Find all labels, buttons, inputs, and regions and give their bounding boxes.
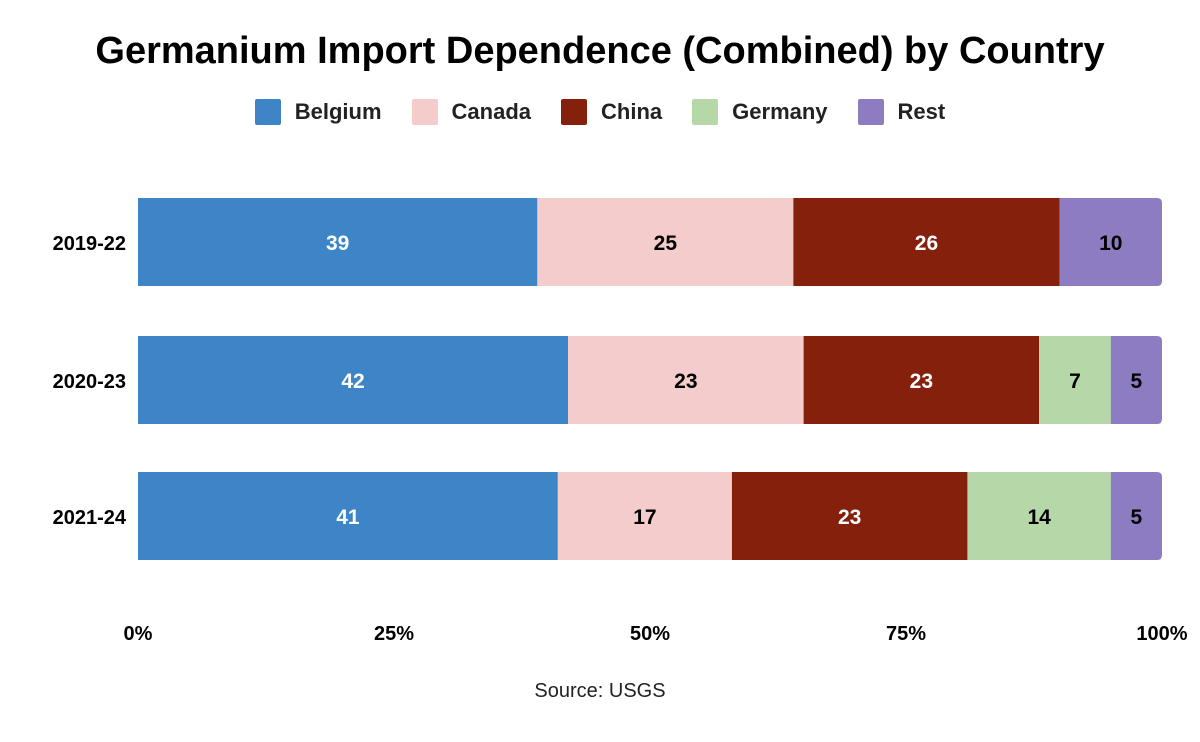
legend-item-china: China bbox=[561, 99, 662, 125]
data-label: 14 bbox=[1027, 506, 1051, 529]
chart-title: Germanium Import Dependence (Combined) b… bbox=[95, 30, 1105, 72]
legend-item-belgium: Belgium bbox=[254, 99, 382, 125]
data-label: 10 bbox=[1099, 232, 1122, 255]
bar-segment-belgium bbox=[138, 336, 569, 424]
data-label: 23 bbox=[674, 370, 697, 393]
legend-swatch bbox=[857, 99, 884, 125]
legend-label: China bbox=[601, 99, 663, 124]
legend-label: Canada bbox=[451, 99, 532, 124]
bar-segment-rest bbox=[1110, 336, 1162, 424]
y-tick-label: 2020-23 bbox=[53, 371, 126, 393]
x-tick-label: 0% bbox=[124, 623, 153, 645]
bar-segment-rest bbox=[1059, 198, 1162, 286]
bar-segment-canada bbox=[557, 472, 732, 560]
x-tick-label: 100% bbox=[1136, 623, 1187, 645]
data-label: 26 bbox=[915, 232, 938, 255]
bar-segment-china bbox=[731, 472, 968, 560]
x-tick-label: 50% bbox=[630, 623, 670, 645]
bar-segment-belgium bbox=[138, 472, 558, 560]
bar-segment-china bbox=[793, 198, 1060, 286]
legend-swatch bbox=[254, 99, 281, 125]
bar-segment-germany bbox=[1039, 336, 1111, 424]
legend-item-rest: Rest bbox=[857, 99, 946, 125]
legend-swatch bbox=[692, 99, 719, 125]
data-label: 42 bbox=[341, 370, 364, 393]
bar-segment-china bbox=[803, 336, 1040, 424]
y-tick-label: 2021-24 bbox=[53, 507, 127, 529]
x-tick-label: 75% bbox=[886, 623, 926, 645]
bar-segment-canada bbox=[568, 336, 804, 424]
data-label: 17 bbox=[633, 506, 656, 529]
bar-segment-germany bbox=[967, 472, 1111, 560]
legend-label: Germany bbox=[732, 99, 828, 124]
legend-swatch bbox=[561, 99, 588, 125]
legend-label: Rest bbox=[897, 99, 946, 124]
data-label: 39 bbox=[326, 232, 349, 255]
data-label: 23 bbox=[838, 506, 861, 529]
legend-swatch bbox=[411, 99, 438, 125]
bar-segment-belgium bbox=[138, 198, 538, 286]
bar-segment-rest bbox=[1110, 472, 1162, 560]
data-label: 23 bbox=[910, 370, 933, 393]
data-label: 5 bbox=[1131, 370, 1143, 393]
legend-item-canada: Canada bbox=[411, 99, 532, 125]
legend: Belgium Canada China Germany Rest bbox=[0, 99, 1200, 125]
data-label: 7 bbox=[1069, 370, 1081, 393]
legend-item-germany: Germany bbox=[692, 99, 828, 125]
bar-segment-canada bbox=[537, 198, 794, 286]
data-label: 5 bbox=[1131, 506, 1143, 529]
legend-label: Belgium bbox=[294, 99, 382, 124]
x-tick-label: 25% bbox=[374, 623, 414, 645]
y-tick-label: 2019-22 bbox=[53, 233, 126, 255]
data-label: 41 bbox=[336, 506, 360, 529]
data-label: 25 bbox=[654, 232, 678, 255]
source-note: Source: USGS bbox=[534, 680, 666, 702]
